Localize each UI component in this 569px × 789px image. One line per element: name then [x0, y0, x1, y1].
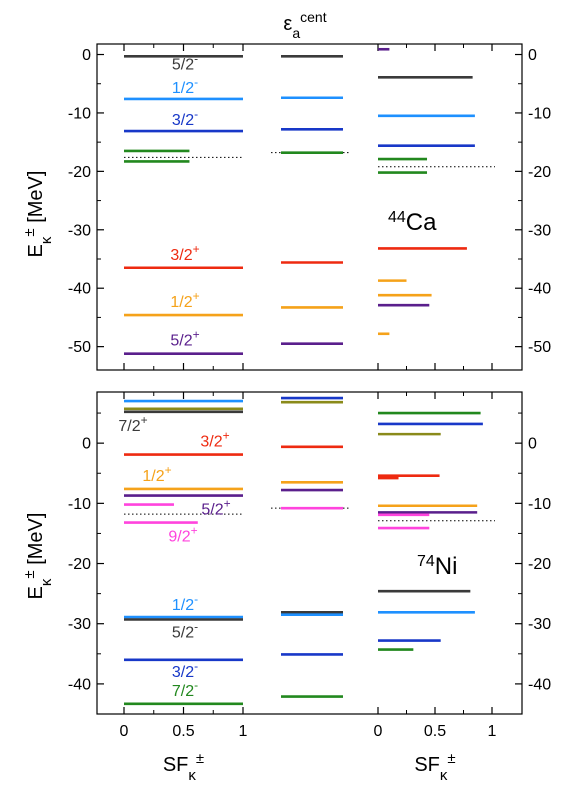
x-tick-label-right: 0.5: [424, 723, 446, 740]
y-tick-label-right: -40: [528, 676, 551, 693]
level-label: 5/2-: [172, 620, 198, 642]
y-tick-label-right: 0: [528, 47, 537, 64]
level-label: 3/2+: [200, 429, 229, 451]
y-tick-label-left: -50: [68, 339, 91, 356]
x-tick-label-left: 0.5: [172, 723, 194, 740]
level-label: 3/2-: [172, 107, 198, 129]
y-axis-label: Eκ± [MeV]: [21, 513, 55, 600]
x-tick-label-right: 0: [374, 723, 383, 740]
x-axis-label-left: SFκ±: [163, 750, 204, 784]
y-tick-label-right: -30: [528, 222, 551, 239]
nucleus-label: 74Ni: [417, 553, 457, 581]
y-tick-label-left: -40: [68, 676, 91, 693]
plot-frame: [96, 391, 523, 715]
y-tick-label-right: -10: [528, 105, 551, 122]
y-tick-label-right: -20: [528, 556, 551, 573]
y-tick-label-right: -50: [528, 339, 551, 356]
y-tick-label-left: -10: [68, 105, 91, 122]
level-label: 5/2-: [172, 51, 198, 73]
y-tick-label-left: -20: [68, 556, 91, 573]
y-tick-label-left: -20: [68, 164, 91, 181]
y-tick-label-left: -10: [68, 496, 91, 513]
level-label: 7/2+: [118, 413, 147, 435]
x-tick-label-left: 0: [120, 723, 129, 740]
x-axis-label-right: SFκ±: [414, 750, 455, 784]
level-label: 7/2-: [172, 678, 198, 700]
x-tick-label-right: 1: [488, 723, 497, 740]
panel-ca: 0 0 -10 -10 -20 -20 -30 -30 -40 -40 -50 -50 Eκ± [MeV…: [21, 43, 551, 371]
level-label: 5/2+: [201, 497, 230, 519]
panel-ni: 0 0 -10 -10 -20 -20 -30 -30 -40 -40 0 0.5 1 0 0.5 1 SFκ±…: [21, 391, 551, 784]
y-tick-label-right: 0: [528, 436, 537, 453]
nucleus-label: 44Ca: [388, 209, 437, 237]
y-tick-label-left: 0: [82, 47, 91, 64]
y-tick-label-right: -10: [528, 496, 551, 513]
y-tick-label-right: -30: [528, 616, 551, 633]
top-title: εacent: [283, 9, 326, 41]
y-tick-label-left: 0: [82, 436, 91, 453]
y-tick-label-left: -30: [68, 616, 91, 633]
x-tick-label-left: 1: [239, 723, 248, 740]
y-tick-label-right: -20: [528, 164, 551, 181]
level-label: 1/2+: [170, 289, 199, 311]
y-tick-label-left: -30: [68, 222, 91, 239]
y-tick-label-left: -40: [68, 281, 91, 298]
y-tick-label-right: -40: [528, 281, 551, 298]
level-label: 9/2+: [168, 524, 197, 546]
level-label: 3/2+: [170, 242, 199, 264]
panels: 0 0 -10 -10 -20 -20 -30 -30 -40 -40 -50 -50 Eκ± [MeV…: [21, 43, 551, 784]
level-label: 3/2-: [172, 659, 198, 681]
y-axis-label: Eκ± [MeV]: [21, 171, 55, 258]
level-label: 5/2+: [170, 328, 199, 350]
plot-frame: [96, 43, 523, 371]
level-label: 1/2-: [172, 75, 198, 97]
level-label: 1/2+: [142, 463, 171, 485]
level-label: 1/2-: [172, 592, 198, 614]
